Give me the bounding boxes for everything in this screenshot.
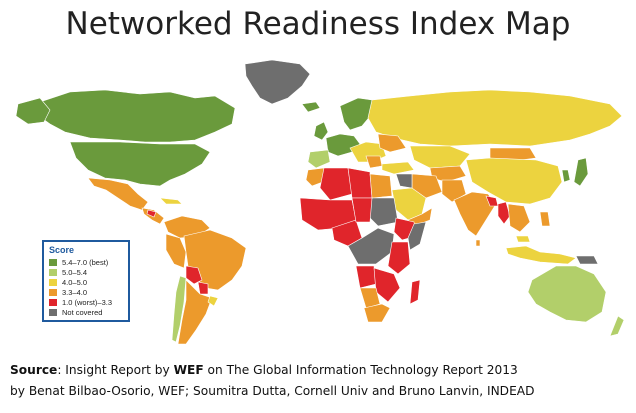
australia — [527, 265, 607, 323]
japan — [573, 157, 589, 187]
mexico — [87, 177, 149, 211]
source-text-a: : Insight Report by — [57, 363, 174, 377]
namibia-botswana — [359, 287, 381, 309]
legend-swatch — [49, 308, 57, 316]
libya — [347, 167, 373, 199]
kazakhstan — [409, 145, 471, 169]
alaska — [15, 97, 51, 125]
legend-item: 5.0–5.4 — [49, 267, 124, 277]
chile — [171, 275, 187, 343]
chad — [351, 197, 373, 223]
legend-title: Score — [49, 245, 75, 255]
iceland — [301, 101, 321, 113]
somalia — [407, 221, 427, 251]
kenya-tanzania — [387, 241, 411, 275]
philippines — [539, 211, 551, 227]
canada — [35, 89, 236, 143]
source-org: WEF — [173, 363, 204, 377]
uk-ireland — [313, 121, 329, 141]
legend-label: 1.0 (worst)–3.3 — [62, 297, 113, 307]
sri-lanka — [475, 239, 481, 247]
usa — [69, 141, 211, 187]
world-map-svg — [15, 59, 625, 345]
caribbean — [159, 197, 183, 205]
legend-label: 4.0–5.0 — [62, 277, 88, 287]
source-line-2: by Benat Bilbao-Osorio, WEF; Soumitra Du… — [10, 384, 535, 398]
china — [465, 157, 563, 205]
map-title: Networked Readiness Index Map — [65, 6, 571, 42]
central-america-red — [146, 209, 157, 218]
india — [453, 191, 497, 237]
greenland — [244, 59, 311, 105]
sudan — [367, 197, 399, 227]
malaysia — [515, 235, 531, 243]
turkey — [381, 161, 415, 175]
indonesia — [505, 245, 577, 265]
legend-swatch — [49, 288, 57, 296]
legend-swatch — [49, 278, 57, 286]
legend-item: 4.0–5.0 — [49, 277, 124, 287]
new-zealand — [609, 315, 625, 337]
legend-item: 5.4–7.0 (best) — [49, 257, 124, 267]
indochina — [507, 203, 531, 233]
source-line-1: Source: Insight Report by WEF on The Glo… — [10, 360, 630, 381]
paraguay — [197, 281, 209, 295]
source-prefix: Source — [10, 363, 58, 377]
balkans-greece — [365, 155, 383, 169]
iberia — [307, 149, 331, 169]
map-legend: Score 5.4–7.0 (best) 5.0–5.4 4.0–5.0 3.3… — [42, 240, 130, 322]
legend-item: Not covered — [49, 307, 124, 317]
legend-label: 5.0–5.4 — [62, 267, 88, 277]
legend-swatch — [49, 298, 57, 306]
world-map — [10, 52, 630, 352]
legend-label: 3.3–4.0 — [62, 287, 88, 297]
egypt — [369, 173, 393, 199]
korea — [561, 169, 571, 183]
legend-label: 5.4–7.0 (best) — [62, 257, 109, 267]
algeria — [319, 167, 353, 201]
argentina — [177, 279, 213, 345]
angola — [355, 265, 377, 289]
legend-swatch — [49, 268, 57, 276]
source-citation: Source: Insight Report by WEF on The Glo… — [10, 360, 630, 402]
source-text-b: on The Global Information Technology Rep… — [203, 363, 518, 377]
peru-ecuador — [165, 233, 187, 269]
madagascar — [409, 279, 421, 305]
legend-item: 3.3–4.0 — [49, 287, 124, 297]
myanmar — [497, 201, 511, 225]
ukraine — [377, 133, 407, 153]
south-africa — [363, 303, 391, 323]
legend-item: 1.0 (worst)–3.3 — [49, 297, 124, 307]
papua-new-guinea — [575, 255, 599, 265]
uruguay — [207, 295, 219, 307]
iraq-syria — [395, 173, 413, 189]
legend-label: Not covered — [62, 307, 103, 317]
legend-swatch — [49, 258, 57, 266]
scandinavia — [339, 97, 373, 131]
russia — [367, 89, 623, 147]
